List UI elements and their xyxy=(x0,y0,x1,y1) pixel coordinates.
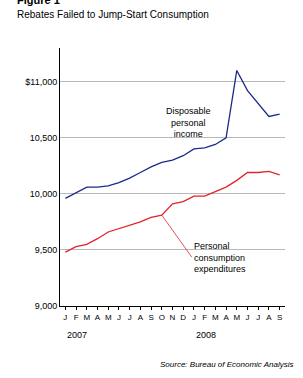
svg-text:Source: Bureau of Economic Ana: Source: Bureau of Economic Analysis xyxy=(160,360,294,369)
svg-text:J: J xyxy=(192,313,196,322)
svg-text:Disposablepersonalincome: Disposablepersonalincome xyxy=(166,106,211,139)
svg-text:$11,000: $11,000 xyxy=(25,77,57,87)
svg-text:9,500: 9,500 xyxy=(35,245,58,255)
svg-text:J: J xyxy=(63,313,67,322)
svg-text:J: J xyxy=(128,313,132,322)
svg-text:F: F xyxy=(202,313,207,322)
svg-text:A: A xyxy=(266,313,272,322)
svg-text:A: A xyxy=(95,313,101,322)
svg-text:F: F xyxy=(74,313,79,322)
svg-text:N: N xyxy=(170,313,176,322)
svg-text:S: S xyxy=(277,313,282,322)
svg-text:M: M xyxy=(105,313,112,322)
svg-text:M: M xyxy=(83,313,90,322)
svg-text:D: D xyxy=(180,313,186,322)
svg-text:2008: 2008 xyxy=(196,330,216,340)
svg-text:J: J xyxy=(246,313,250,322)
svg-text:2007: 2007 xyxy=(67,330,87,340)
svg-text:M: M xyxy=(233,313,240,322)
svg-text:9,000: 9,000 xyxy=(35,301,58,311)
svg-text:Rebates Failed to Jump-Start C: Rebates Failed to Jump-Start Consumption xyxy=(17,9,209,20)
svg-text:Figure 1: Figure 1 xyxy=(17,0,60,6)
svg-text:M: M xyxy=(212,313,219,322)
svg-text:Personalconsumptionexpenditure: Personalconsumptionexpenditures xyxy=(194,241,246,274)
svg-text:A: A xyxy=(138,313,144,322)
svg-text:10,500: 10,500 xyxy=(30,133,58,143)
svg-text:J: J xyxy=(117,313,121,322)
svg-text:10,000: 10,000 xyxy=(30,189,58,199)
svg-text:A: A xyxy=(223,313,229,322)
svg-text:S: S xyxy=(148,313,153,322)
svg-text:J: J xyxy=(256,313,260,322)
svg-text:O: O xyxy=(159,313,165,322)
